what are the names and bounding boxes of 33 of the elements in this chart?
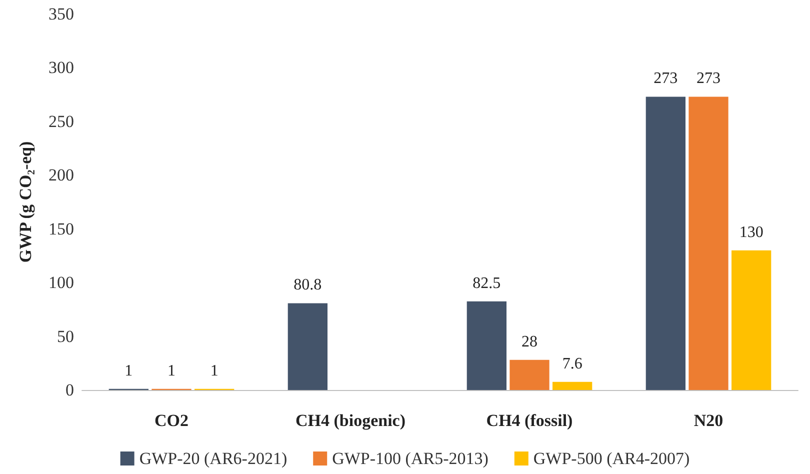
- data-label: 130: [739, 224, 764, 241]
- data-label: 1: [168, 362, 176, 380]
- y-axis-title: GWP (g CO₂-eq): [16, 141, 35, 263]
- y-tick-label: 50: [57, 326, 74, 346]
- bar: [552, 382, 592, 390]
- x-tick-label: CH4 (biogenic): [295, 411, 406, 430]
- bar: [510, 360, 550, 390]
- data-label: 273: [696, 70, 720, 88]
- data-label: 82.5: [472, 274, 501, 292]
- data-label: 1: [124, 362, 133, 380]
- legend-label: GWP-500 (AR4-2007): [533, 449, 690, 468]
- y-tick-label: 250: [48, 112, 74, 131]
- y-tick-label: 100: [48, 273, 74, 292]
- data-label: 1: [210, 362, 218, 380]
- bar: [288, 303, 328, 390]
- bar: [688, 96, 728, 390]
- legend-label: GWP-20 (AR6-2021): [139, 449, 288, 468]
- data-label: 80.8: [294, 276, 322, 294]
- y-tick-label: 200: [48, 166, 74, 185]
- x-tick-label: CH4 (fossil): [486, 411, 573, 430]
- y-tick-label: 350: [48, 4, 74, 24]
- x-tick-label: N20: [694, 411, 724, 430]
- x-tick-label: CO2: [154, 411, 188, 430]
- y-tick-label: 0: [66, 380, 74, 400]
- bar: [646, 96, 686, 390]
- bar: [732, 250, 772, 390]
- y-tick-label: 300: [48, 58, 74, 78]
- y-tick-label: 150: [48, 219, 74, 238]
- data-label: 7.6: [562, 355, 582, 372]
- bar: [466, 301, 506, 390]
- data-label: 273: [654, 70, 678, 88]
- data-label: 28: [522, 333, 538, 350]
- legend-label: GWP-100 (AR5-2013): [332, 449, 488, 468]
